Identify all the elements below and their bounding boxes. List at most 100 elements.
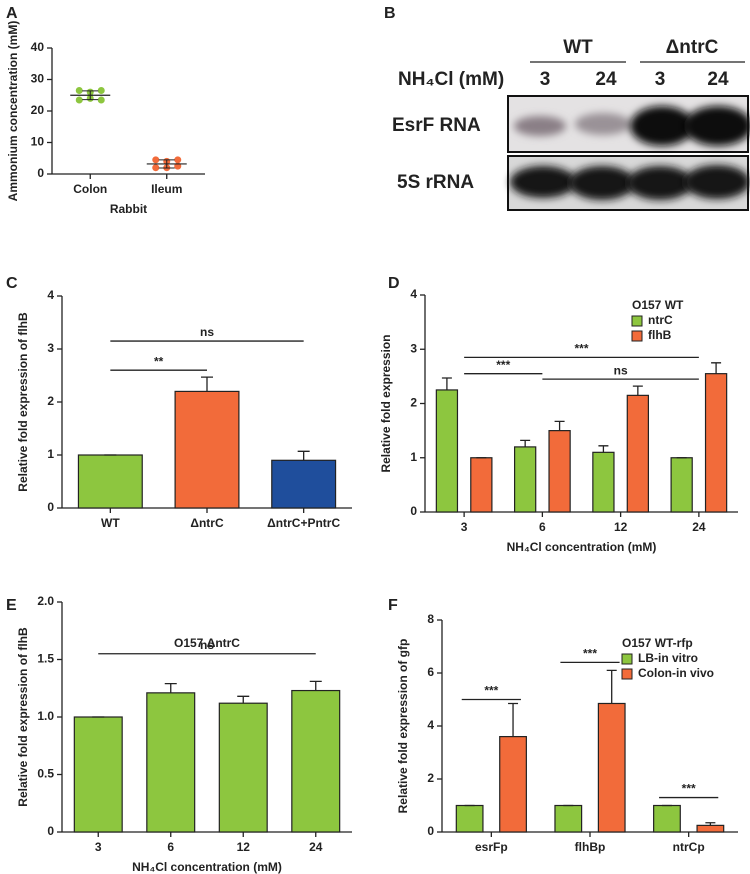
bar <box>513 446 537 513</box>
error-bar <box>158 159 175 169</box>
significance-label: ns <box>200 325 214 339</box>
y-tick-label: 30 <box>31 72 45 86</box>
y-tick-label: 2 <box>410 396 417 410</box>
error-bar <box>309 680 322 691</box>
group-label: ΔntrC <box>666 37 719 58</box>
point <box>97 96 105 104</box>
bar <box>696 824 725 833</box>
row-label: 5S rRNA <box>397 172 474 193</box>
y-tick-label: 0 <box>37 166 44 180</box>
significance-label: *** <box>574 342 588 356</box>
bar <box>670 457 693 513</box>
panel-letter: A <box>6 5 18 22</box>
x-tick-label: esrFp <box>475 840 508 854</box>
bar <box>218 702 268 833</box>
y-tick-label: 2 <box>47 394 54 408</box>
point <box>97 87 105 95</box>
y-tick-label: 1 <box>410 450 417 464</box>
bar <box>548 430 571 513</box>
y-tick-label: 2.0 <box>37 594 54 608</box>
y-axis-label: Relative fold expression <box>379 334 393 472</box>
bar <box>174 390 240 509</box>
row-label: EsrF RNA <box>392 115 481 136</box>
bar <box>435 389 459 513</box>
x-axis-label: NH₄Cl concentration (mM) <box>132 860 282 874</box>
y-tick-label: 4 <box>47 288 54 302</box>
lane-label: 3 <box>655 69 666 90</box>
significance-label: ns <box>614 363 628 377</box>
x-tick-label: 24 <box>309 840 323 854</box>
error-bar <box>201 376 213 392</box>
error-bar <box>711 362 722 374</box>
panel-letter: C <box>6 275 18 292</box>
bar <box>77 454 143 509</box>
chart-title: O157 ΔntrC <box>174 636 240 650</box>
bar <box>653 804 681 833</box>
y-tick-label: 0 <box>47 824 54 838</box>
x-tick-label: Ileum <box>151 182 182 196</box>
x-tick-label: flhBp <box>575 840 606 854</box>
x-tick-label: 3 <box>95 840 102 854</box>
x-tick-label: 6 <box>539 520 546 534</box>
y-tick-label: 40 <box>31 40 45 54</box>
bar <box>271 459 337 509</box>
legend-label: ntrC <box>648 313 673 327</box>
point <box>152 164 160 172</box>
y-tick-label: 4 <box>410 287 417 301</box>
error-bar <box>554 420 565 431</box>
legend-label: Colon-in vivo <box>638 666 714 680</box>
x-tick-label: WT <box>101 516 120 530</box>
x-tick-label: 12 <box>614 520 628 534</box>
point <box>75 96 83 104</box>
y-tick-label: 4 <box>427 718 434 732</box>
error-bar <box>598 445 609 453</box>
point <box>174 156 182 164</box>
error-bar <box>508 702 519 737</box>
significance-label: *** <box>496 358 510 372</box>
significance-label: ** <box>154 354 164 368</box>
y-tick-label: 20 <box>31 103 45 117</box>
panel-letter: E <box>6 597 17 614</box>
y-tick-label: 1.0 <box>37 709 54 723</box>
y-axis-label: Relative fold expression of flhB <box>16 627 30 807</box>
significance-label: *** <box>682 782 696 796</box>
x-tick-label: Colon <box>73 182 107 196</box>
legend-swatch <box>621 668 633 680</box>
error-bar <box>606 669 617 704</box>
point <box>75 87 83 95</box>
bar <box>291 689 341 833</box>
bar <box>455 804 484 833</box>
significance-label: ns <box>200 638 214 652</box>
legend-swatch <box>631 330 643 342</box>
x-tick-label: ΔntrC+PntrC <box>267 516 340 530</box>
y-axis-label: Relative fold expression of gfp <box>396 639 410 814</box>
y-axis-label: Relative fold expression of flhB <box>16 312 30 492</box>
x-axis-label: Rabbit <box>110 202 147 216</box>
bar <box>626 394 650 513</box>
error-bar <box>705 822 716 826</box>
legend-label: LB-in vitro <box>638 651 698 665</box>
y-tick-label: 3 <box>47 341 54 355</box>
y-tick-label: 0.5 <box>37 767 54 781</box>
bar <box>499 735 527 833</box>
legend-label: flhB <box>648 328 672 342</box>
y-tick-label: 0 <box>410 504 417 518</box>
error-bar <box>82 90 99 101</box>
x-tick-label: ΔntrC <box>190 516 224 530</box>
legend-title: O157 WT <box>632 298 684 312</box>
group-label: WT <box>563 37 593 58</box>
y-tick-label: 10 <box>31 135 45 149</box>
bar <box>592 451 615 513</box>
point <box>152 156 160 164</box>
y-tick-label: 1 <box>47 447 54 461</box>
error-bar <box>520 439 531 447</box>
y-axis-label: Ammonium concentration (mM) <box>6 21 20 202</box>
error-bar <box>441 377 452 390</box>
y-tick-label: 0 <box>47 500 54 514</box>
panel-letter: F <box>388 597 398 614</box>
x-tick-label: 3 <box>461 520 468 534</box>
error-bar <box>297 450 310 461</box>
bar <box>704 373 728 513</box>
